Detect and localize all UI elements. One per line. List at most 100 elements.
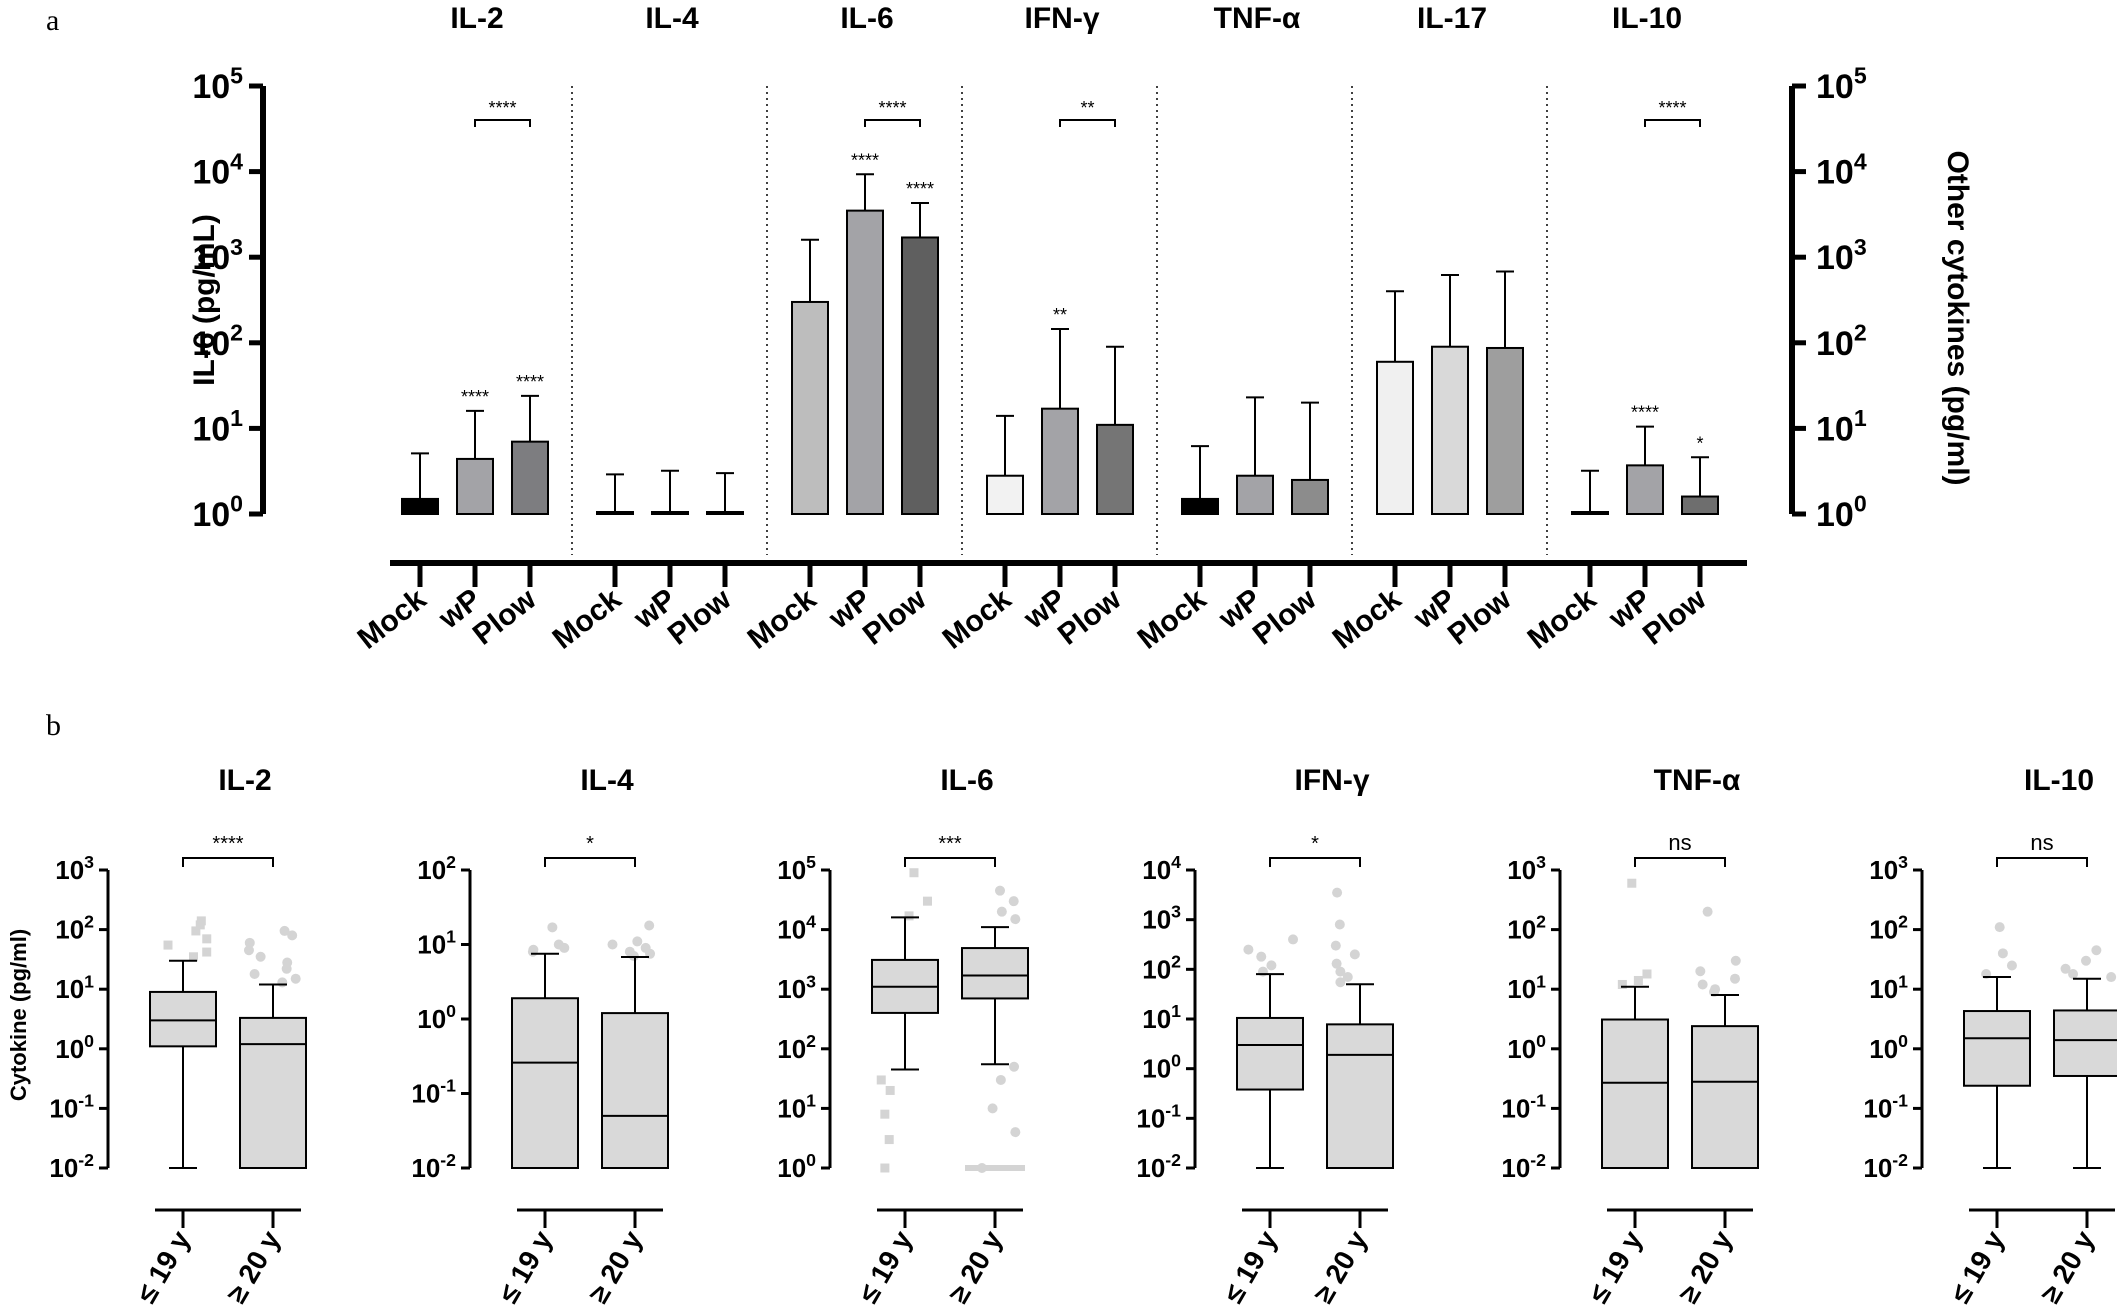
category-label: ≥ 20 y [1673, 1225, 1739, 1308]
panel-a-left-axis-title: IL-6 (pg/mL) [188, 214, 221, 386]
box-bracket-label: * [1311, 833, 1319, 855]
outlier-point [202, 947, 212, 957]
cytokine-title-1: IL-4 [645, 2, 699, 35]
outlier-point [287, 930, 298, 941]
outlier-point [632, 936, 643, 947]
right-y-tick-label: 105 [1816, 63, 1867, 106]
box-comparison-bracket [182, 857, 274, 867]
outlier-point [255, 951, 266, 962]
box-y-tick-label: 10-2 [1863, 1150, 1908, 1183]
box-y-tick-label: 10-2 [49, 1150, 94, 1183]
box-y-tick-label: 102 [417, 852, 456, 885]
box-y-tick-label: 101 [1507, 971, 1546, 1004]
box-y-tick-label: 104 [1142, 852, 1181, 885]
box-y-tick-label: 103 [1869, 852, 1908, 885]
group-label: Mock [1327, 582, 1408, 655]
group-label: Mock [1522, 582, 1603, 655]
outlier-point [1642, 969, 1652, 979]
group-label: Plow [467, 582, 543, 652]
bar-TNF-α-Mock [1181, 497, 1219, 515]
bar-TNF-α-Plow [1291, 478, 1329, 516]
outlier-point [282, 957, 293, 968]
right-y-tick-label: 100 [1816, 491, 1867, 534]
bracket-stars: ** [1080, 98, 1094, 118]
outlier-point [163, 940, 173, 950]
category-label: ≥ 20 y [583, 1225, 649, 1308]
bracket-stars: **** [1658, 98, 1686, 118]
comparison-bracket [864, 119, 921, 127]
outlier-point [191, 926, 201, 936]
box-comparison-bracket [1269, 857, 1361, 867]
box-y-tick-label: 103 [1507, 852, 1546, 885]
category-label: ≤ 19 y [493, 1225, 559, 1308]
outlier-point [987, 1103, 998, 1114]
group-label: Plow [1052, 582, 1128, 652]
bar-IL-4-wP [651, 511, 689, 515]
box-y-tick-label: 10-2 [1136, 1150, 1181, 1183]
bar-IL-10-Mock [1571, 511, 1609, 515]
right-y-tick-label: 102 [1816, 320, 1867, 363]
left-y-tick-label: 103 [192, 234, 243, 277]
box-y-tick-label: 102 [55, 912, 94, 945]
outlier-point [904, 911, 914, 921]
group-label: Plow [1637, 582, 1713, 652]
box-y-tick-label: 101 [55, 971, 94, 1004]
bar-IFN-γ-Mock [986, 474, 1024, 515]
group-label: Plow [1442, 582, 1518, 652]
box-IFN-γ-1 [1326, 1023, 1394, 1169]
outlier-point [1334, 919, 1345, 930]
outlier-point [249, 968, 260, 979]
outlier-point [243, 945, 254, 956]
outlier-point [885, 1085, 895, 1095]
outlier-point [1627, 878, 1637, 888]
category-label: ≥ 20 y [943, 1225, 1009, 1308]
outlier-point [1997, 948, 2008, 959]
category-label: ≤ 19 y [853, 1225, 919, 1308]
outlier-point [994, 885, 1005, 896]
box-title-3: IFN-γ [1295, 764, 1370, 797]
box-y-tick-label: 10-2 [1501, 1150, 1546, 1183]
comparison-bracket [1059, 119, 1116, 127]
box-y-tick-label: 102 [1507, 912, 1546, 945]
box-title-4: TNF-α [1654, 764, 1741, 797]
box-title-1: IL-4 [580, 764, 634, 797]
box-y-tick-label: 102 [1142, 951, 1181, 984]
outlier-point [202, 934, 212, 944]
box-IL-4-1 [601, 1012, 669, 1170]
bar-IL-2-wP [456, 457, 494, 515]
box-y-tick-label: 100 [1142, 1051, 1181, 1084]
outlier-point [1331, 958, 1342, 969]
group-label: Mock [547, 582, 628, 655]
box-comparison-bracket [904, 857, 996, 867]
category-label: ≤ 19 y [1218, 1225, 1284, 1308]
bar-IL-2-Plow [511, 440, 549, 515]
outlier-point [1633, 975, 1643, 985]
bar-IL-2-Mock [401, 497, 439, 515]
outlier-point [1009, 1061, 1020, 1072]
outlier-point [1617, 979, 1627, 989]
bar-IL-4-Plow [706, 511, 744, 515]
outlier-point [909, 868, 919, 878]
cytokine-title-6: IL-10 [1612, 2, 1682, 35]
box-IL-10-0 [1963, 1010, 2031, 1087]
category-label: ≤ 19 y [1583, 1225, 1649, 1308]
bar-IL-17-wP [1431, 345, 1469, 515]
box-y-tick-label: 103 [55, 852, 94, 885]
bar-IFN-γ-wP [1041, 407, 1079, 516]
bracket-stars: **** [878, 98, 906, 118]
cytokine-title-5: IL-17 [1417, 2, 1487, 35]
box-title-0: IL-2 [218, 764, 271, 797]
outlier-point [1010, 914, 1021, 925]
outlier-point [1697, 979, 1708, 990]
outlier-point [1266, 960, 1277, 971]
box-y-tick-label: 100 [777, 1150, 816, 1183]
box-y-tick-label: 104 [777, 912, 816, 945]
bar-TNF-α-wP [1236, 474, 1274, 515]
outlier-point [624, 946, 635, 957]
outlier-point [607, 939, 618, 950]
category-label: ≤ 19 y [1945, 1225, 2011, 1308]
outlier-point [290, 973, 301, 984]
outlier-point [1335, 966, 1346, 977]
box-y-tick-label: 100 [55, 1031, 94, 1064]
